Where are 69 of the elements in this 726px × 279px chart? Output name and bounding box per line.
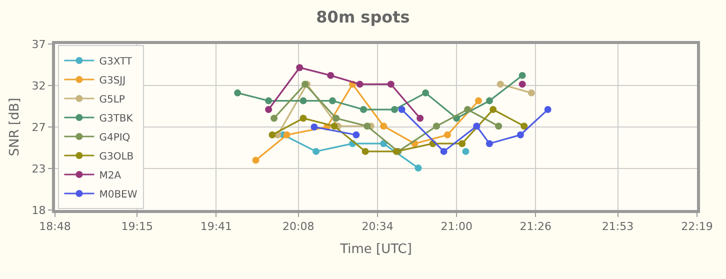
y-tick-label: 23: [32, 162, 46, 176]
x-tick-label: 21:00: [440, 220, 472, 234]
point: [268, 131, 276, 138]
point: [398, 106, 406, 114]
point: [473, 122, 480, 130]
x-axis-title: Time [UTC]: [339, 242, 412, 257]
point: [360, 106, 367, 114]
point: [391, 106, 398, 114]
x-tick-label: 19:15: [121, 220, 153, 234]
point: [416, 114, 424, 122]
point: [496, 80, 504, 88]
point: [300, 114, 307, 122]
point: [328, 97, 336, 104]
chart-title: 80m spots: [316, 7, 410, 26]
point: [486, 140, 493, 148]
point: [464, 106, 472, 114]
point: [444, 131, 451, 138]
point: [486, 97, 493, 104]
point: [265, 106, 272, 114]
legend-label: M0BEW: [99, 189, 138, 200]
point: [518, 80, 526, 88]
y-tick-label: 18: [32, 204, 46, 217]
point: [422, 89, 430, 96]
point: [528, 89, 535, 96]
point: [490, 106, 497, 114]
point: [356, 80, 364, 88]
legend-label: M2A: [99, 170, 122, 182]
y-tick-label: 37: [32, 38, 46, 51]
point: [380, 122, 388, 130]
point: [270, 114, 278, 122]
legend-label: G5LP: [99, 94, 125, 106]
x-tick-label: 19:41: [200, 220, 232, 234]
point: [332, 114, 340, 122]
point: [518, 72, 526, 79]
x-tick-label: 20:08: [282, 220, 314, 234]
x-tick-label: 22:19: [681, 220, 713, 234]
point: [475, 97, 482, 104]
point: [544, 106, 552, 114]
point: [516, 131, 524, 138]
point: [387, 80, 394, 88]
point: [265, 97, 272, 104]
x-tick-label: 18:48: [39, 220, 71, 234]
x-tick-label: 21:26: [520, 220, 552, 234]
legend-label: G3TBK: [99, 113, 134, 124]
y-axis-title: SNR [dB]: [8, 98, 23, 156]
point: [327, 72, 334, 79]
point: [440, 148, 448, 155]
y-tick-label: 27: [32, 120, 46, 134]
point: [296, 64, 304, 72]
point: [520, 122, 528, 130]
x-tick-label: 21:53: [602, 220, 634, 234]
legend-label: G3SJJ: [99, 75, 126, 86]
x-tick-label: 20:34: [362, 220, 394, 234]
point: [312, 148, 320, 155]
legend-label: G3XTT: [99, 56, 133, 68]
point: [362, 148, 369, 155]
point: [300, 97, 307, 104]
y-tick-label: 32: [32, 79, 46, 92]
legend-label: G4PIQ: [99, 132, 130, 144]
point: [234, 89, 242, 96]
point: [458, 140, 466, 148]
point: [414, 164, 422, 172]
point: [433, 122, 440, 130]
point: [462, 148, 470, 155]
point: [364, 122, 371, 130]
point: [252, 156, 260, 164]
legend-label: G3OLB: [99, 151, 134, 162]
point: [495, 122, 502, 130]
point: [283, 131, 290, 138]
